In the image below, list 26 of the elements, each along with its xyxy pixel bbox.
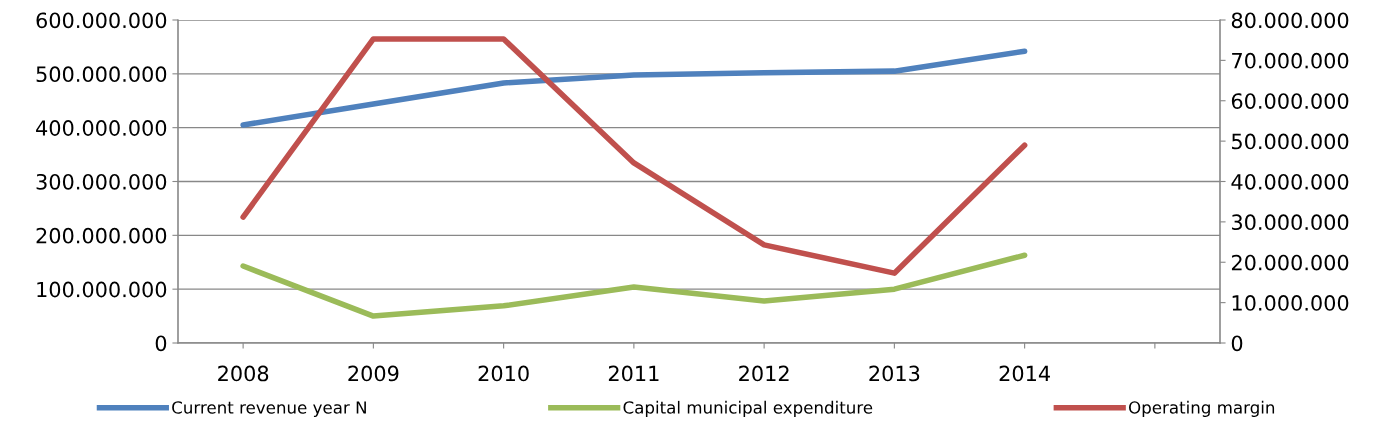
legend-label: Capital municipal expenditure bbox=[623, 400, 873, 417]
x-tick-label: 2008 bbox=[218, 365, 269, 382]
y2-tick-label: 70.000.000 bbox=[1232, 52, 1349, 69]
y2-tick-label: 30.000.000 bbox=[1232, 214, 1349, 231]
legend-label: Operating margin bbox=[1129, 400, 1275, 417]
x-tick-label: 2010 bbox=[478, 365, 529, 382]
y-tick-label: 0 bbox=[155, 335, 167, 352]
y-tick-label: 600.000.000 bbox=[36, 12, 167, 29]
x-tick-label: 2012 bbox=[739, 365, 789, 382]
y-tick-label: 200.000.000 bbox=[36, 227, 167, 244]
x-tick-label: 2013 bbox=[869, 365, 920, 382]
x-tick-label: 2011 bbox=[608, 365, 659, 382]
y2-tick-label: 0 bbox=[1231, 335, 1243, 352]
y2-tick-label: 20.000.000 bbox=[1231, 254, 1349, 271]
x-tick-label: 2014 bbox=[999, 365, 1050, 382]
y2-tick-label: 10.000.000 bbox=[1232, 295, 1349, 311]
y2-tick-label: 80.000.000 bbox=[1231, 12, 1349, 29]
x-tick-label: 2009 bbox=[348, 365, 399, 382]
y2-tick-label: 60.000.000 bbox=[1231, 93, 1349, 109]
legend-label: Current revenue year N bbox=[172, 401, 366, 417]
y-tick-label: 400.000.000 bbox=[36, 120, 167, 136]
y-tick-label: 100.000.000 bbox=[37, 281, 167, 298]
y-tick-label: 500.000.000 bbox=[36, 66, 167, 83]
y2-tick-label: 40.000.000 bbox=[1231, 173, 1349, 190]
y-tick-label: 300.000.000 bbox=[36, 173, 167, 190]
y2-tick-label: 50.000.000 bbox=[1232, 133, 1349, 150]
